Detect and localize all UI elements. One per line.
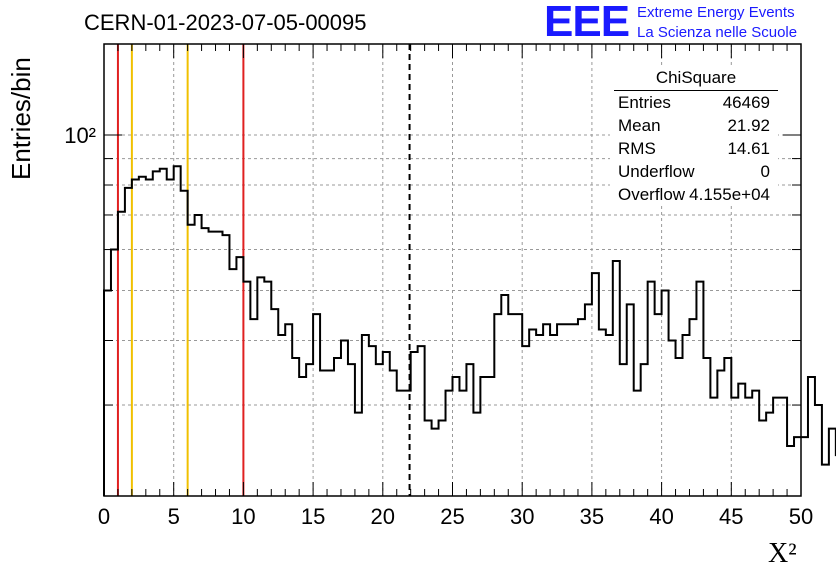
stats-label: Underflow — [618, 162, 695, 181]
stats-value: 0 — [760, 162, 770, 181]
chart-title: CERN-01-2023-07-05-00095 — [84, 10, 367, 35]
histogram-line — [103, 165, 836, 496]
x-tick-label: 40 — [649, 504, 673, 529]
x-tick-label: 45 — [719, 504, 743, 529]
tick-labels: 0 5 10 15 20 25 30 35 40 45 50 10² — [64, 123, 813, 529]
stats-label: Mean — [618, 116, 661, 135]
stats-value: 46469 — [722, 93, 770, 112]
grid-lines — [104, 44, 801, 496]
x-tick-label: 30 — [510, 504, 534, 529]
x-tick-label: 15 — [301, 504, 325, 529]
brand-text: Extreme Energy Events La Scienza nelle S… — [637, 3, 797, 43]
x-tick-label: 0 — [98, 504, 110, 529]
stats-row: Underflow 0 — [610, 160, 778, 183]
y-axis-label: Entries/bin — [6, 57, 36, 180]
stats-row: Entries 46469 — [610, 91, 778, 114]
x-tick-label: 5 — [168, 504, 180, 529]
stats-box: ChiSquare Entries 46469 Mean 21.92 RMS 14.6… — [610, 68, 778, 206]
x-tick-label: 10 — [231, 504, 255, 529]
stats-row: Overflow 4.155e+04 — [610, 183, 778, 206]
eee-logo: EEE — [544, 0, 630, 46]
histogram-series — [103, 165, 836, 496]
x-tick-label: 25 — [440, 504, 464, 529]
stats-value: 21.92 — [727, 116, 770, 135]
stats-title: ChiSquare — [614, 68, 778, 91]
stats-label: Overflow — [618, 185, 686, 204]
x-axis-label: X² — [768, 538, 797, 569]
stats-row: Mean 21.92 — [610, 114, 778, 137]
stats-row: RMS 14.61 — [610, 137, 778, 160]
stats-value: 14.61 — [727, 139, 770, 158]
stats-label: RMS — [618, 139, 656, 158]
brand-line-2: La Scienza nelle Scuole — [637, 24, 798, 41]
axis-ticks — [103, 44, 802, 496]
x-tick-label: 50 — [789, 504, 813, 529]
stats-value: 4.155e+04 — [689, 185, 770, 204]
marker-lines — [116, 44, 411, 496]
x-tick-label: 20 — [371, 504, 395, 529]
x-tick-label: 35 — [580, 504, 604, 529]
stats-label: Entries — [618, 93, 671, 112]
brand-line-1: Extreme Energy Events — [637, 4, 795, 21]
y-tick-label: 10² — [64, 123, 96, 148]
